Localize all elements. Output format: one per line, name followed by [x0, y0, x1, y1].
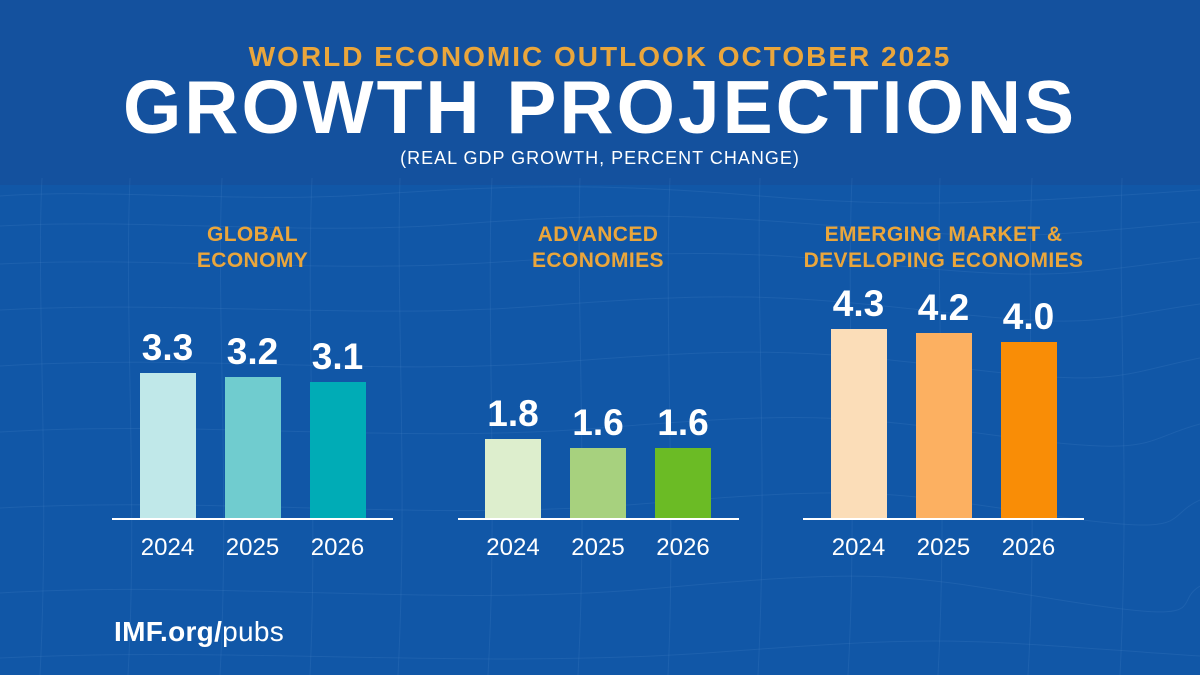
- year-label: 2025: [571, 534, 625, 561]
- bar-2024: [830, 329, 887, 518]
- year-label: 2026: [656, 534, 710, 561]
- bar-value-label: 3.3: [141, 327, 194, 368]
- bar-value-label: 4.3: [832, 283, 885, 324]
- year-label: 2025: [225, 534, 280, 561]
- chart-group-1: GLOBAL ECONOMY 3.3 3.2 3.1 2024 2025 2026: [112, 222, 393, 562]
- bar-value-label: 3.2: [226, 331, 279, 372]
- axis-baseline: [112, 518, 393, 520]
- bar-2024: [139, 373, 196, 518]
- bar-column-2024: 1.8: [485, 395, 541, 518]
- bar-value-label: 1.6: [572, 402, 624, 443]
- year-label: 2026: [310, 534, 365, 561]
- subtitle-text: (REAL GDP GROWTH, PERCENT CHANGE): [400, 148, 800, 168]
- year-label: 2024: [831, 534, 886, 561]
- bar-value-label: 1.6: [657, 402, 709, 443]
- imf-pubs-path: pubs: [222, 616, 285, 647]
- bar-2026: [309, 382, 366, 518]
- bar-column-2026: 4.0: [1000, 296, 1057, 518]
- chart-area: 3.3 3.2 3.1: [112, 280, 393, 518]
- bar-2025: [224, 377, 281, 518]
- header-band: [0, 0, 1200, 185]
- bar-value-label: 1.8: [487, 393, 539, 434]
- bar-value-label: 4.0: [1002, 296, 1055, 337]
- year-label: 2024: [486, 534, 540, 561]
- chart-area: 4.3 4.2 4.0: [803, 280, 1084, 518]
- group-title: EMERGING MARKET & DEVELOPING ECONOMIES: [803, 223, 1084, 273]
- bar-value-label: 3.1: [311, 336, 364, 377]
- footer: IMF.org/pubs: [114, 616, 284, 648]
- year-label: 2024: [140, 534, 195, 561]
- kicker-text: WORLD ECONOMIC OUTLOOK OCTOBER 2025: [248, 41, 952, 72]
- bar-column-2026: 1.6: [655, 404, 711, 518]
- bar-column-2024: 3.3: [139, 327, 196, 518]
- bar-2026: [1000, 342, 1057, 518]
- chart-group-3: EMERGING MARKET & DEVELOPING ECONOMIES 4.3…: [803, 222, 1084, 562]
- bar-value-label: 4.2: [917, 287, 970, 328]
- bar-column-2025: 1.6: [570, 404, 626, 518]
- year-axis: 2024 2025 2026: [458, 520, 739, 562]
- bar-column-2025: 4.2: [915, 287, 972, 518]
- bar-column-2026: 3.1: [309, 336, 366, 518]
- bar-charts-row: GLOBAL ECONOMY 3.3 3.2 3.1 2024 2025 2026 ADVANC…: [112, 222, 1084, 562]
- imf-org-url: IMF.org/: [114, 616, 223, 647]
- chart-area: 1.8 1.6 1.6: [458, 280, 739, 518]
- bar-2026: [655, 448, 711, 518]
- bar-column-2025: 3.2: [224, 331, 281, 518]
- axis-baseline: [457, 518, 739, 520]
- year-label: 2025: [916, 534, 971, 561]
- chart-group-2: ADVANCED ECONOMIES 1.8 1.6 1.6 2024 2025 2026: [457, 222, 739, 562]
- axis-baseline: [803, 518, 1084, 520]
- group-title: GLOBAL ECONOMY: [196, 223, 309, 273]
- bar-2025: [915, 333, 972, 518]
- year-axis: 2024 2025 2026: [803, 520, 1084, 562]
- bar-2024: [485, 439, 541, 518]
- page-title: GROWTH PROJECTIONS: [122, 65, 1078, 149]
- year-label: 2026: [1001, 534, 1056, 561]
- group-title: ADVANCED ECONOMIES: [532, 223, 664, 273]
- year-axis: 2024 2025 2026: [112, 520, 393, 562]
- bar-2025: [570, 448, 626, 518]
- bar-column-2024: 4.3: [830, 283, 887, 518]
